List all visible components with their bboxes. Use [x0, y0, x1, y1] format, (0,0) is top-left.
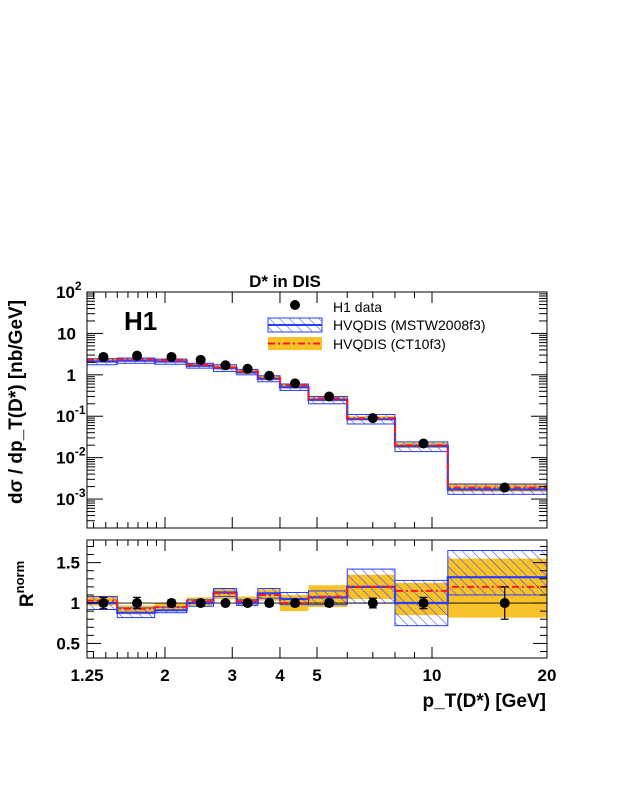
ratio-y-tick-label: 1: [71, 594, 80, 613]
h1-data-point: [166, 351, 177, 362]
lower-panel: 0.5 1 1.5 1.25 2 3 4 5 10 20 Rnorm p_T(D*) [GeV]: [12, 539, 556, 712]
h1-data-point: [264, 370, 275, 381]
upper-points: [98, 350, 510, 493]
x-axis-label: p_T(D*) [GeV]: [423, 691, 547, 712]
legend-marker-h1-data: [290, 300, 300, 310]
y-tick-label: 10-1: [56, 403, 86, 426]
y-tick-label-exp: -3: [75, 486, 86, 500]
y-tick-label-base: 10: [56, 283, 75, 302]
h1-ratio-point: [499, 598, 510, 609]
ct10-ratio-line: [87, 585, 547, 610]
mstw-line: [87, 359, 547, 491]
lower-y-axis-label: Rnorm: [12, 561, 38, 607]
h1-ratio-point: [324, 598, 335, 609]
h1-watermark: H1: [124, 306, 157, 336]
h1-ratio-point: [290, 598, 301, 609]
h1-ratio-point: [264, 598, 275, 609]
x-tick-label: 3: [228, 666, 237, 685]
h1-ratio-point: [166, 598, 177, 609]
lower-y-axis-label-sup: norm: [12, 561, 27, 594]
h1-data-point: [367, 413, 378, 424]
y-tick-label-exp: -1: [75, 403, 86, 417]
legend: H1 data HVQDIS (MSTW2008f3) HVQDIS (CT10…: [267, 299, 485, 352]
h1-ratio-point: [220, 598, 231, 609]
h1-ratio-point: [418, 598, 429, 609]
x-tick-label: 1.25: [70, 666, 103, 685]
h1-data-point: [195, 354, 206, 365]
legend-label-mstw: HVQDIS (MSTW2008f3): [333, 317, 485, 333]
y-tick-label: 10: [57, 324, 76, 343]
h1-data-point: [290, 378, 301, 389]
ratio-y-tick-label: 0.5: [56, 634, 80, 653]
x-tick-label: 20: [538, 666, 557, 685]
h1-ratio-point: [367, 598, 378, 609]
y-tick-label: 10-2: [56, 445, 86, 468]
x-tick-labels: 1.25 2 3 4 5 10 20: [70, 666, 556, 685]
h1-data-point: [499, 482, 510, 493]
x-tick-label: 4: [275, 666, 285, 685]
ct10-line: [87, 358, 547, 489]
y-tick-label: 10-3: [56, 486, 86, 509]
y-tick-label: 1: [67, 366, 76, 385]
legend-label-h1-data: H1 data: [333, 299, 382, 315]
y-tick-label-exp: 2: [75, 279, 82, 293]
x-tick-label: 2: [160, 666, 169, 685]
legend-label-ct10: HVQDIS (CT10f3): [333, 336, 446, 352]
y-tick-label-base: 10: [56, 490, 75, 509]
y-tick-label-exp: -2: [75, 445, 86, 459]
h1-data-point: [324, 391, 335, 402]
h1-data-point: [98, 351, 109, 362]
ratio-y-tick-label: 1.5: [56, 554, 80, 573]
h1-ratio-point: [132, 598, 143, 609]
upper-lines: [87, 358, 547, 491]
upper-bands: [86, 357, 548, 495]
h1-data-point: [132, 350, 143, 361]
y-tick-label: 102: [56, 279, 82, 302]
lower-y-tick-labels: 0.5 1 1.5: [56, 554, 80, 654]
y-tick-label-base: 10: [56, 407, 75, 426]
y-tick-label-base: 10: [56, 449, 75, 468]
h1-ratio-point: [98, 598, 109, 609]
h1-data-point: [242, 363, 253, 374]
lower-y-axis-label-main: R: [17, 593, 38, 607]
h1-ratio-point: [195, 598, 206, 609]
x-tick-label: 10: [423, 666, 442, 685]
h1-ratio-point: [242, 598, 253, 609]
h1-data-point: [220, 360, 231, 371]
lower-bands: [86, 550, 548, 627]
lower-points: [98, 586, 510, 620]
lower-ticks: [87, 540, 548, 658]
lower-lines: [87, 576, 547, 614]
x-tick-label: 5: [312, 666, 321, 685]
upper-ticks: [87, 291, 548, 529]
upper-y-axis-label: dσ / dp_T(D*) [nb/GeV]: [6, 300, 27, 504]
chart-title: D* in DIS: [249, 272, 321, 291]
mstw-ratio-band: [447, 550, 548, 596]
h1-data-point: [418, 438, 429, 449]
